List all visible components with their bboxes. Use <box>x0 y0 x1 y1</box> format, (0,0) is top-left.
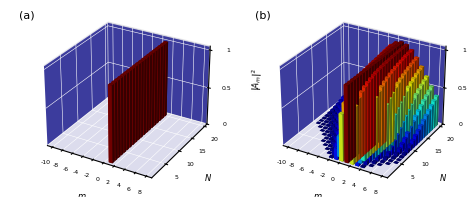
X-axis label: $m$: $m$ <box>313 192 322 197</box>
Y-axis label: $N$: $N$ <box>204 172 212 183</box>
Text: (a): (a) <box>19 11 35 21</box>
Y-axis label: $N$: $N$ <box>439 172 447 183</box>
Text: (b): (b) <box>255 11 270 21</box>
X-axis label: $m$: $m$ <box>77 192 87 197</box>
